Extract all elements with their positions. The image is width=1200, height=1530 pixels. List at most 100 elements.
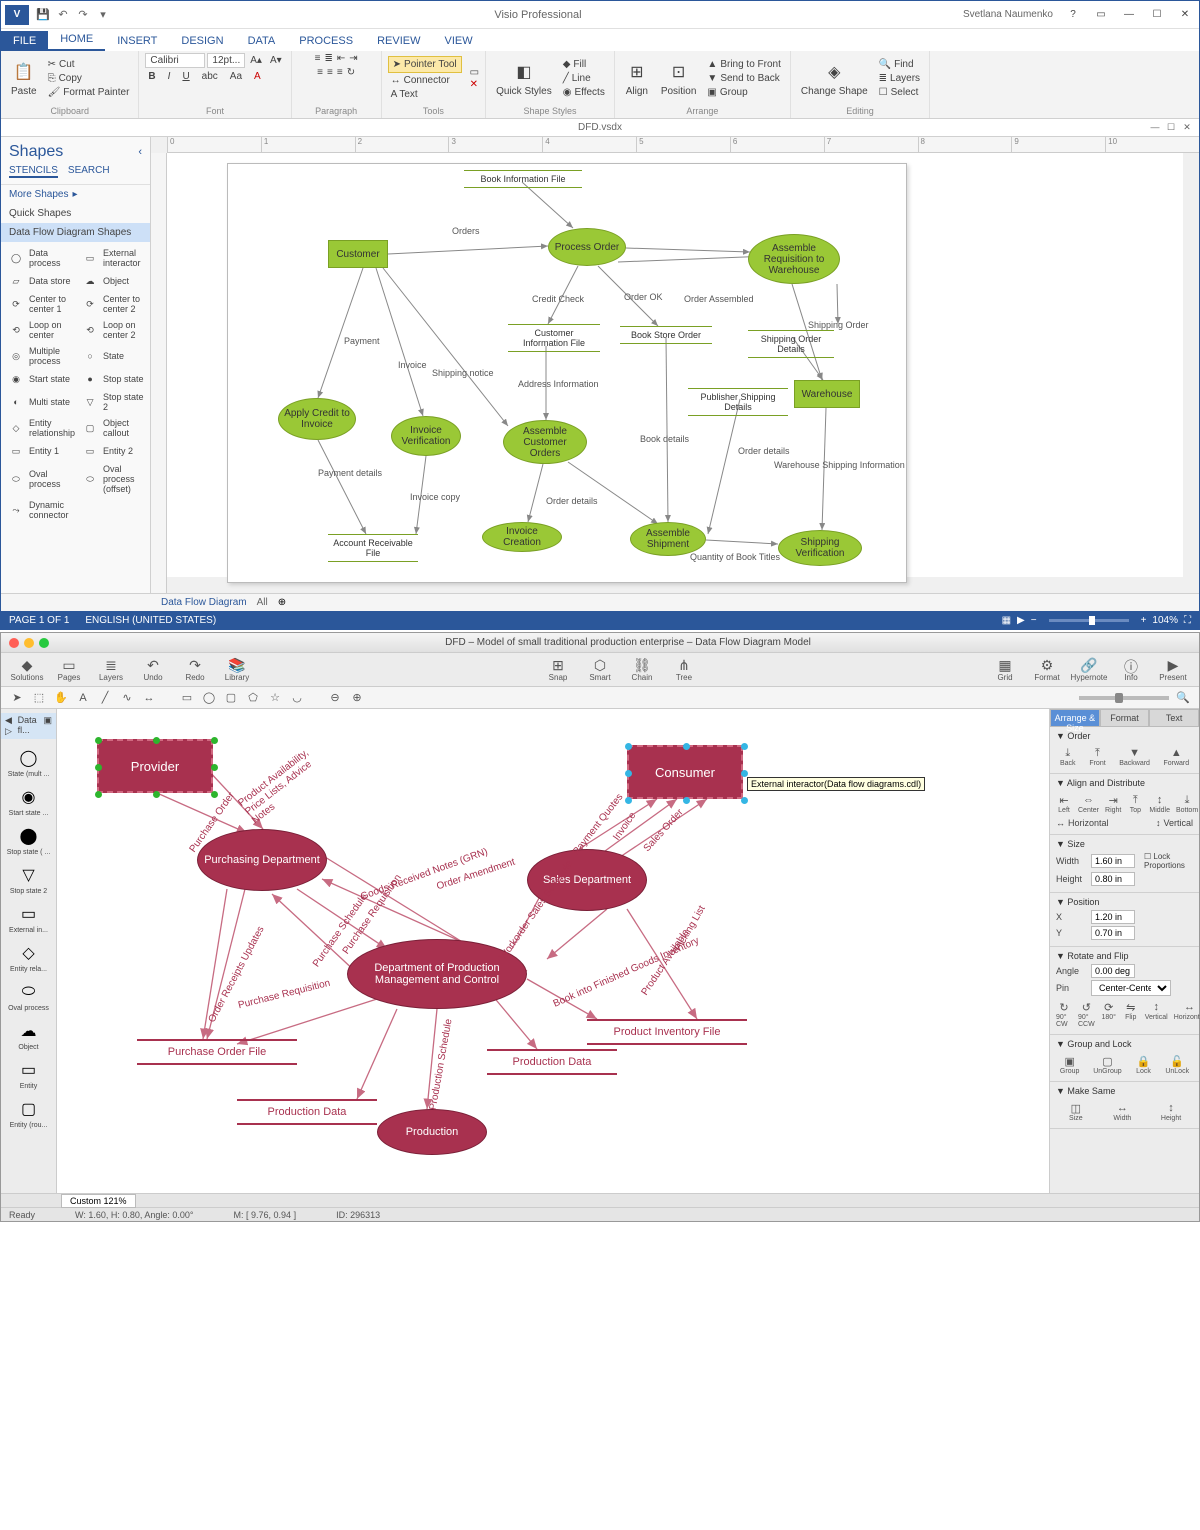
stencil-external-interactor[interactable]: ▭External interactor [79,246,146,270]
line-button[interactable]: ╱ Line [560,72,608,85]
stencil-[interactable] [79,498,146,522]
size-button[interactable]: ◫Size [1068,1101,1084,1122]
lock-button[interactable]: 🔒Lock [1135,1054,1151,1075]
lasso-tool-icon[interactable]: ⬚ [31,690,47,706]
quick-shapes-link[interactable]: Quick Shapes [1,204,150,223]
qat-more-icon[interactable]: ▾ [95,7,111,23]
cd-store-prod-data1[interactable]: Production Data [237,1099,377,1125]
close-button[interactable]: ✕ [1171,5,1199,25]
stencil-stop-state-2[interactable]: ▽Stop state 2 [79,390,146,414]
more-shapes-link[interactable]: More Shapes ▸ [1,185,150,204]
selection-handle[interactable] [741,770,748,777]
layers-button[interactable]: ≣ Layers [876,72,923,85]
select-tool-icon[interactable]: ➤ [9,690,25,706]
cd-entity-consumer[interactable]: Consumer [627,745,743,799]
top-button[interactable]: ⤒Top [1127,793,1143,814]
stencils-tab[interactable]: STENCILS [9,165,58,178]
tree-button[interactable]: ⋔Tree [666,657,702,682]
tab-file[interactable]: FILE [1,31,48,51]
cd-stencil-2[interactable]: ⬤Stop state ( ... [1,821,56,860]
zoom-slider-cd[interactable] [1079,696,1169,700]
selection-handle[interactable] [211,737,218,744]
height-input[interactable] [1091,872,1135,886]
rect-tool-icon[interactable]: ▭ [179,690,195,706]
connector-tool-icon[interactable]: ↔ [141,690,157,706]
cd-process-dept-prod[interactable]: Department of Production Management and … [347,939,527,1009]
text-tab[interactable]: Text [1149,709,1199,727]
process-invoice-ver[interactable]: Invoice Verification [391,416,461,456]
grid-button[interactable]: ▦Grid [987,657,1023,682]
quick-styles-button[interactable]: ◧Quick Styles [492,58,556,99]
tab-view[interactable]: VIEW [432,31,484,51]
cd-canvas[interactable]: External interactor(Data flow diagrams.c… [57,709,1049,1193]
ellipse-tool-icon[interactable]: ◯ [201,690,217,706]
180--button[interactable]: ⟳180° [1101,1000,1117,1028]
group-button[interactable]: ▣Group [1060,1054,1079,1075]
stencil-data-store[interactable]: ▱Data store [5,272,77,290]
tab-process[interactable]: PROCESS [287,31,365,51]
star-tool-icon[interactable]: ☆ [267,690,283,706]
stencil-entity-2[interactable]: ▭Entity 2 [79,442,146,460]
group-button[interactable]: ▣ Group [704,86,784,99]
stencil-data-process[interactable]: ◯Data process [5,246,77,270]
stencil-state[interactable]: ○State [79,344,146,368]
cd-store-prod-data2[interactable]: Production Data [487,1049,617,1075]
delete-icon[interactable]: ✕ [470,79,479,90]
library-header[interactable]: ◀ ▷Data fl...▣ [1,713,56,739]
zoom-in-tool-icon[interactable]: ⊕ [349,690,365,706]
selection-handle[interactable] [153,791,160,798]
rounded-rect-icon[interactable]: ▢ [223,690,239,706]
collapse-shapes-icon[interactable]: ‹ [138,146,142,158]
zoom-in-icon[interactable]: + [1141,615,1147,626]
present-button[interactable]: ▶Present [1155,657,1191,682]
fit-page-icon[interactable]: ⛶ [1184,615,1191,626]
curve-tool-icon[interactable]: ∿ [119,690,135,706]
bring-front-button[interactable]: ▲ Bring to Front [704,58,784,71]
process-assemble-cust[interactable]: Assemble Customer Orders [503,420,587,464]
view-mode-icon[interactable]: ▦ [1002,615,1011,626]
right-button[interactable]: ⇥Right [1105,793,1121,814]
selection-handle[interactable] [211,764,218,771]
stencil-multi-state[interactable]: ◐Multi state [5,390,77,414]
strike-button[interactable]: abc [199,70,221,83]
pointer-tool-button[interactable]: ➤ Pointer Tool [388,56,462,73]
info-button[interactable]: ⓘInfo [1113,657,1149,682]
rotate-text-icon[interactable]: ↻ [347,67,355,78]
tab-review[interactable]: REVIEW [365,31,432,51]
process-assemble-ship[interactable]: Assemble Shipment [630,522,706,556]
zoom-out-tool-icon[interactable]: ⊖ [327,690,343,706]
stencil-oval-process[interactable]: ⬭Oval process [5,462,77,496]
fill-button[interactable]: ◆ Fill [560,58,608,71]
front-button[interactable]: ⤒Front [1089,746,1105,767]
hand-tool-icon[interactable]: ✋ [53,690,69,706]
align-right-icon[interactable]: ≡ [337,67,343,78]
font-color-icon[interactable]: Aa [227,70,245,83]
ungroup-button[interactable]: ▢UnGroup [1093,1054,1121,1075]
zoom-out-icon[interactable]: − [1031,615,1037,626]
format-button[interactable]: ⚙Format [1029,657,1065,682]
change-shape-button[interactable]: ◈Change Shape [797,58,872,99]
effects-button[interactable]: ◉ Effects [560,86,608,99]
line-tool-icon[interactable]: ╱ [97,690,113,706]
save-icon[interactable]: 💾 [35,7,51,23]
width-button[interactable]: ↔Width [1113,1101,1131,1122]
cd-stencil-5[interactable]: ◇Entity rela... [1,938,56,977]
stencil-oval-process-offset-[interactable]: ⬭Oval process (offset) [79,462,146,496]
zoom-level[interactable]: 104% [1152,615,1178,626]
smart-button[interactable]: ⬡Smart [582,657,618,682]
format-painter-button[interactable]: 🖌 Format Painter [45,86,133,99]
ribbon-collapse-icon[interactable]: ▭ [1087,5,1115,25]
selection-handle[interactable] [625,797,632,804]
mac-zoom-icon[interactable] [39,638,49,648]
zoom-fit-icon[interactable]: 🔍 [1175,690,1191,706]
doc-close-icon[interactable]: ✕ [1179,122,1195,133]
align-top-icon[interactable]: ≡ [315,53,321,64]
x-input[interactable] [1091,910,1135,924]
horizontal-button[interactable]: ↔Horizontal [1174,1000,1200,1028]
backward-button[interactable]: ▼Backward [1119,746,1150,767]
tab-data[interactable]: DATA [236,31,288,51]
mac-close-icon[interactable] [9,638,19,648]
stencil-dynamic-connector[interactable]: ⤳Dynamic connector [5,498,77,522]
width-input[interactable] [1091,854,1135,868]
presentation-icon[interactable]: ▶ [1017,615,1025,626]
